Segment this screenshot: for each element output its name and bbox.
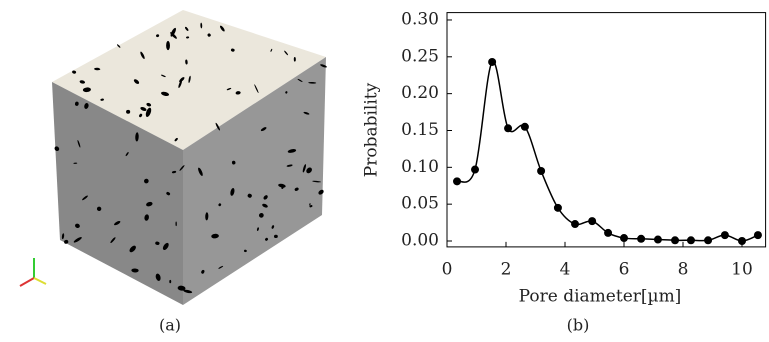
- y-axis-label: Probability: [362, 82, 382, 177]
- axis-x-arrow: [20, 278, 34, 286]
- data-point: [471, 166, 479, 174]
- data-point: [637, 235, 645, 243]
- figure: (a) (b) Pore diameter[µm] Probability 0.…: [0, 0, 769, 342]
- data-point: [704, 236, 712, 244]
- page: {"chart_data": {"type": "line", "x_label…: [0, 0, 769, 342]
- data-point: [504, 124, 512, 132]
- x-tick-label: 2: [501, 259, 512, 279]
- axes-triad: [20, 258, 46, 286]
- cube-image: [52, 10, 327, 305]
- x-tick-label: 6: [619, 259, 630, 279]
- axis-z-arrow: [34, 278, 46, 284]
- caption-b: (b): [567, 316, 590, 335]
- x-tick-label: 0: [442, 259, 453, 279]
- data-point: [738, 237, 746, 245]
- data-point: [588, 217, 596, 225]
- data-point: [488, 58, 496, 66]
- plot-frame: [447, 13, 766, 247]
- y-tick-label: 0.10: [401, 157, 439, 177]
- x-tick-label: 4: [560, 259, 571, 279]
- data-point: [671, 236, 679, 244]
- data-point: [537, 167, 545, 175]
- data-point: [604, 229, 612, 237]
- data-point: [654, 236, 662, 244]
- y-tick-label: 0.25: [401, 46, 439, 66]
- data-point: [554, 204, 562, 212]
- caption-a: (a): [159, 316, 181, 335]
- data-point: [453, 177, 461, 185]
- pore: [166, 41, 170, 50]
- data-point: [620, 234, 628, 242]
- series-line: [457, 61, 758, 241]
- data-point: [721, 231, 729, 239]
- data-point: [521, 123, 529, 131]
- x-axis-label: Pore diameter[µm]: [519, 287, 682, 307]
- data-point: [571, 220, 579, 228]
- y-tick-label: 0.05: [401, 194, 439, 214]
- x-tick-label: 8: [678, 259, 689, 279]
- data-point: [687, 236, 695, 244]
- y-tick-label: 0.20: [401, 83, 439, 103]
- data-point: [754, 231, 762, 239]
- y-tick-label: 0.15: [401, 120, 439, 140]
- x-tick-label: 10: [731, 259, 753, 279]
- y-tick-label: 0.00: [401, 231, 439, 251]
- y-tick-label: 0.30: [401, 9, 439, 29]
